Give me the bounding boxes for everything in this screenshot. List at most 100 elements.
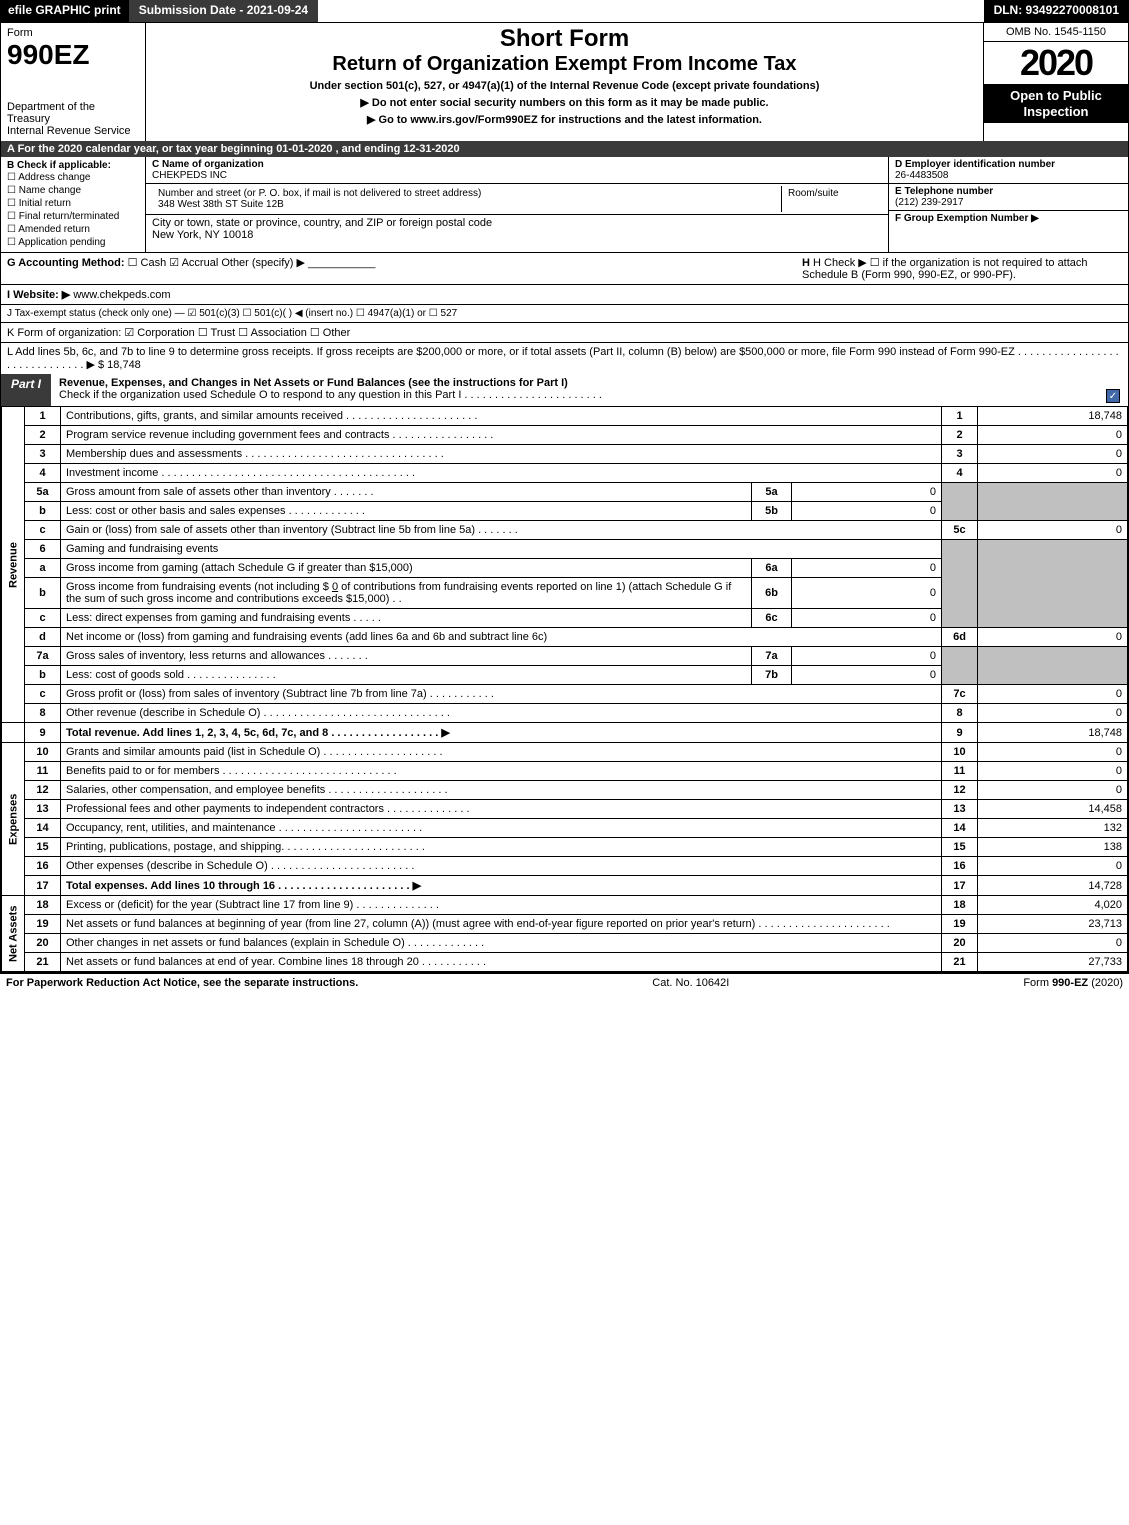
- line-7a-sub: 7a: [752, 647, 792, 666]
- box-g-label: G Accounting Method:: [7, 257, 125, 269]
- expenses-side-label: Expenses: [2, 743, 25, 896]
- line-15-val: 138: [978, 838, 1128, 857]
- line-6b-sub: 6b: [752, 578, 792, 609]
- line-7a-subval: 0: [792, 647, 942, 666]
- dept-treasury: Department of the Treasury: [7, 101, 139, 125]
- check-initial-return[interactable]: Initial return: [7, 197, 139, 210]
- form-number: 990EZ: [7, 39, 139, 71]
- line-21-val: 27,733: [978, 953, 1128, 972]
- form-body: Form 990EZ Department of the Treasury In…: [0, 22, 1129, 973]
- form-of-organization: K Form of organization: ☑ Corporation ☐ …: [7, 327, 350, 339]
- line-17-desc: Total expenses. Add lines 10 through 16 …: [61, 876, 942, 896]
- line-12-val: 0: [978, 781, 1128, 800]
- line-7b-desc: Less: cost of goods sold . . . . . . . .…: [61, 666, 752, 685]
- box-d-label: D Employer identification number: [895, 159, 1055, 170]
- accounting-cash[interactable]: ☐ Cash: [128, 257, 167, 269]
- line-5c-val: 0: [978, 521, 1128, 540]
- website-link[interactable]: www.chekpeds.com: [73, 289, 170, 301]
- check-application-pending[interactable]: Application pending: [7, 236, 139, 249]
- dln-label: DLN: 93492270008101: [984, 0, 1129, 22]
- line-18-desc: Excess or (deficit) for the year (Subtra…: [61, 896, 942, 915]
- page-footer: For Paperwork Reduction Act Notice, see …: [0, 973, 1129, 992]
- city-label: City or town, state or province, country…: [152, 217, 492, 229]
- line-21-ref: 21: [942, 953, 978, 972]
- footer-center: Cat. No. 10642I: [652, 977, 729, 989]
- top-bar: efile GRAPHIC print Submission Date - 20…: [0, 0, 1129, 22]
- box-b-heading: B Check if applicable:: [7, 160, 139, 171]
- line-6d-ref: 6d: [942, 628, 978, 647]
- efile-print-button[interactable]: efile GRAPHIC print: [0, 0, 129, 22]
- line-7b-sub: 7b: [752, 666, 792, 685]
- grey-cell-6: [942, 540, 978, 628]
- box-f-label: F Group Exemption Number ▶: [895, 213, 1039, 224]
- line-18-val: 4,020: [978, 896, 1128, 915]
- line-14-ref: 14: [942, 819, 978, 838]
- accounting-accrual[interactable]: ☑ Accrual: [169, 257, 218, 269]
- line-3-desc: Membership dues and assessments . . . . …: [61, 445, 942, 464]
- main-title: Return of Organization Exempt From Incom…: [152, 53, 977, 76]
- line-3-num: 3: [25, 445, 61, 464]
- line-10-desc: Grants and similar amounts paid (list in…: [61, 743, 942, 762]
- line-9-desc: Total revenue. Add lines 1, 2, 3, 4, 5c,…: [61, 723, 942, 743]
- line-5a-subval: 0: [792, 483, 942, 502]
- line-4-val: 0: [978, 464, 1128, 483]
- phone-value: (212) 239-2917: [895, 197, 963, 208]
- line-17-num: 17: [25, 876, 61, 896]
- line-19-desc: Net assets or fund balances at beginning…: [61, 915, 942, 934]
- box-b: B Check if applicable: Address change Na…: [1, 157, 146, 252]
- box-c-label: C Name of organization: [152, 159, 264, 170]
- city-value: New York, NY 10018: [152, 229, 253, 241]
- line-10-val: 0: [978, 743, 1128, 762]
- line-14-desc: Occupancy, rent, utilities, and maintena…: [61, 819, 942, 838]
- line-6a-subval: 0: [792, 559, 942, 578]
- tax-year: 2020: [984, 42, 1128, 84]
- line-16-val: 0: [978, 857, 1128, 876]
- submission-date: Submission Date - 2021-09-24: [129, 0, 318, 22]
- line-6d-val: 0: [978, 628, 1128, 647]
- line-3-val: 0: [978, 445, 1128, 464]
- check-final-return[interactable]: Final return/terminated: [7, 210, 139, 223]
- line-15-ref: 15: [942, 838, 978, 857]
- line-18-num: 18: [25, 896, 61, 915]
- line-7b-subval: 0: [792, 666, 942, 685]
- part-1-title: Revenue, Expenses, and Changes in Net As…: [59, 377, 568, 389]
- box-h-text: H Check ▶ ☐ if the organization is not r…: [802, 257, 1088, 281]
- line-20-ref: 20: [942, 934, 978, 953]
- form-label: Form: [7, 27, 139, 39]
- line-17-ref: 17: [942, 876, 978, 896]
- part-1-label: Part I: [1, 374, 51, 406]
- row-g-h: G Accounting Method: ☐ Cash ☑ Accrual Ot…: [1, 252, 1128, 284]
- grey-cell-5: [942, 483, 978, 521]
- part-1-header: Part I Revenue, Expenses, and Changes in…: [1, 374, 1128, 406]
- subtitle: Under section 501(c), 527, or 4947(a)(1)…: [152, 80, 977, 92]
- line-13-val: 14,458: [978, 800, 1128, 819]
- line-11-desc: Benefits paid to or for members . . . . …: [61, 762, 942, 781]
- gross-receipts-text: L Add lines 5b, 6c, and 7b to line 9 to …: [7, 346, 1119, 371]
- line-15-num: 15: [25, 838, 61, 857]
- line-7a-desc: Gross sales of inventory, less returns a…: [61, 647, 752, 666]
- grey-val-6: [978, 540, 1128, 628]
- grey-val-7: [978, 647, 1128, 685]
- line-6-num: 6: [25, 540, 61, 559]
- footer-right: Form 990-EZ (2020): [1023, 977, 1123, 989]
- irs-link[interactable]: www.irs.gov/Form990EZ: [410, 114, 537, 126]
- box-l: L Add lines 5b, 6c, and 7b to line 9 to …: [1, 342, 1128, 374]
- check-name-change[interactable]: Name change: [7, 184, 139, 197]
- line-12-num: 12: [25, 781, 61, 800]
- line-3-ref: 3: [942, 445, 978, 464]
- line-9-ref: 9: [942, 723, 978, 743]
- box-e-label: E Telephone number: [895, 186, 993, 197]
- line-7c-ref: 7c: [942, 685, 978, 704]
- line-20-val: 0: [978, 934, 1128, 953]
- line-1-ref: 1: [942, 407, 978, 426]
- line-4-ref: 4: [942, 464, 978, 483]
- room-label: Room/suite: [788, 188, 839, 199]
- accounting-other[interactable]: Other (specify) ▶ ___________: [221, 257, 375, 269]
- check-amended-return[interactable]: Amended return: [7, 223, 139, 236]
- form-meta-block: OMB No. 1545-1150 2020 Open to Public In…: [983, 23, 1128, 141]
- check-address-change[interactable]: Address change: [7, 171, 139, 184]
- line-17-val: 14,728: [978, 876, 1128, 896]
- schedule-o-check[interactable]: ✓: [1106, 389, 1120, 403]
- net-assets-side-label: Net Assets: [2, 896, 25, 972]
- line-10-num: 10: [25, 743, 61, 762]
